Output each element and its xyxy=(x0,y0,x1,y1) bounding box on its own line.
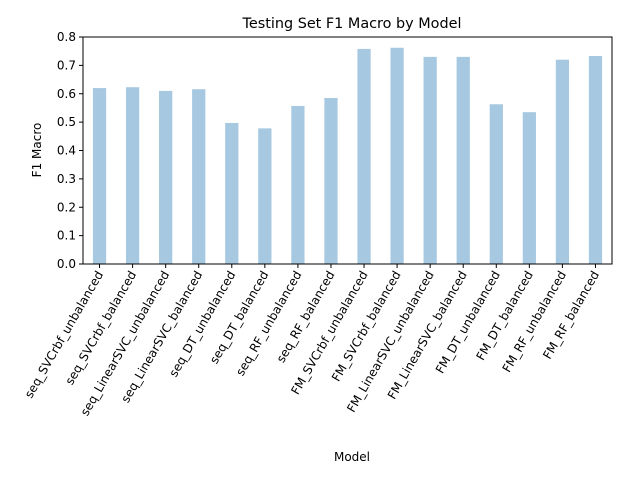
chart-title: Testing Set F1 Macro by Model xyxy=(242,16,462,32)
bar xyxy=(357,48,371,264)
y-tick-label: 0.0 xyxy=(57,257,76,271)
y-axis-title: F1 Macro xyxy=(30,123,44,178)
bar xyxy=(192,89,206,265)
y-tick-label: 0.7 xyxy=(57,58,76,72)
y-tick-label: 0.6 xyxy=(57,87,76,101)
y-tick-label: 0.4 xyxy=(57,144,76,158)
bar xyxy=(555,59,570,265)
bar xyxy=(390,47,404,264)
x-tick-label: seq_DT_balanced xyxy=(207,269,271,367)
y-tick-label: 0.5 xyxy=(57,115,76,129)
bar xyxy=(125,87,140,264)
y-tick-label: 0.3 xyxy=(57,172,76,186)
bar xyxy=(456,56,470,264)
bar xyxy=(489,104,503,264)
bar xyxy=(225,122,239,264)
bar xyxy=(92,88,107,264)
bar xyxy=(291,105,305,264)
y-tick-label: 0.8 xyxy=(57,30,76,44)
bar xyxy=(522,112,536,264)
x-axis-title: Model xyxy=(334,450,370,464)
bar xyxy=(159,90,173,264)
bar xyxy=(258,128,272,264)
plot-area: 0.00.10.20.30.40.50.60.70.8seq_SVCrbf_un… xyxy=(22,30,613,418)
bar xyxy=(588,56,603,265)
bar xyxy=(324,98,338,264)
bar xyxy=(423,56,437,264)
y-tick-label: 0.2 xyxy=(57,200,76,214)
y-tick-label: 0.1 xyxy=(57,229,76,243)
